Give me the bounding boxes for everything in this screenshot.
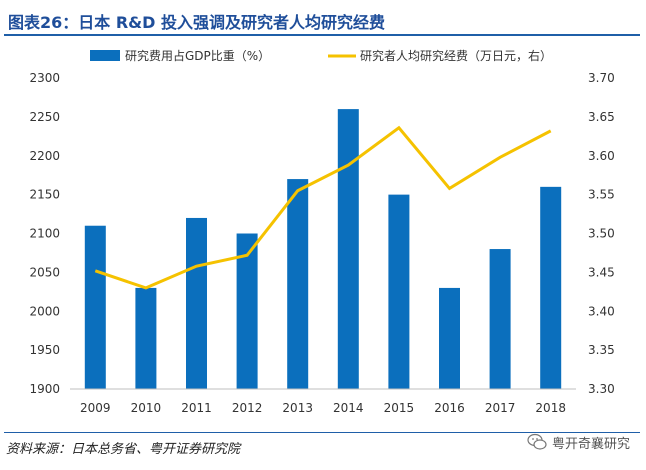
bar-2013 xyxy=(287,179,309,389)
bar-2012 xyxy=(236,233,258,389)
left-axis-tick: 1950 xyxy=(29,343,60,357)
left-axis-tick: 2200 xyxy=(29,149,60,163)
bar-2017 xyxy=(489,249,511,389)
chart: 研究费用占GDP比重（%） 研究者人均研究经费（万日元，右） 1900 1950 200… xyxy=(29,48,615,415)
right-axis-tick: 3.35 xyxy=(588,343,615,357)
x-axis-tick: 2018 xyxy=(535,401,566,415)
left-axis-tick: 2300 xyxy=(29,71,60,85)
legend-bar-label: 研究费用占GDP比重（%） xyxy=(125,48,270,63)
watermark-text: 粤开奇襄研究 xyxy=(551,436,630,452)
bar-2011 xyxy=(186,217,207,389)
watermark: 粤开奇襄研究 xyxy=(527,432,630,452)
right-axis-tick: 3.40 xyxy=(588,304,615,318)
wechat-icon xyxy=(527,433,547,450)
x-axis-tick: 2012 xyxy=(232,401,263,415)
x-axis-tick: 2010 xyxy=(131,401,162,415)
right-axis-tick: 3.60 xyxy=(588,149,615,163)
left-axis-tick: 1900 xyxy=(29,382,60,396)
right-axis-tick: 3.65 xyxy=(588,110,615,124)
x-axis-tick: 2017 xyxy=(485,401,516,415)
left-axis-tick: 2250 xyxy=(29,110,60,124)
bar-2018 xyxy=(540,186,562,389)
right-axis-tick: 3.45 xyxy=(588,265,615,279)
bar-2016 xyxy=(439,287,460,389)
x-axis-tick: 2016 xyxy=(434,401,465,415)
x-axis-tick: 2011 xyxy=(181,401,212,415)
bar-2015 xyxy=(388,194,410,389)
left-axis-tick: 2000 xyxy=(29,304,60,318)
bar-2014 xyxy=(337,109,359,389)
title-bar: 图表26：日本 R&D 投入强调及研究者人均研究经费 xyxy=(4,4,640,36)
left-axis-tick: 2050 xyxy=(29,265,60,279)
right-axis-tick: 3.70 xyxy=(588,71,615,85)
source-divider xyxy=(4,432,640,433)
chart-title: 图表26：日本 R&D 投入强调及研究者人均研究经费 xyxy=(8,13,385,32)
legend-line-label: 研究者人均研究经费（万日元，右） xyxy=(360,48,552,63)
right-axis-tick: 3.30 xyxy=(588,382,615,396)
left-axis-tick: 2100 xyxy=(29,227,60,241)
x-axis-tick: 2014 xyxy=(333,401,364,415)
bar-2010 xyxy=(135,287,157,389)
x-axis-tick: 2015 xyxy=(384,401,415,415)
source-note: 资料来源：日本总务省、粤开证券研究院 xyxy=(6,442,241,457)
x-axis-tick: 2009 xyxy=(80,401,111,415)
left-axis-tick: 2150 xyxy=(29,188,60,202)
right-axis-tick: 3.50 xyxy=(588,227,615,241)
legend-bar-swatch xyxy=(90,50,120,61)
line-series xyxy=(94,125,552,290)
right-axis-tick: 3.55 xyxy=(588,188,615,202)
x-axis-tick: 2013 xyxy=(282,401,313,415)
bar-2009 xyxy=(84,225,106,389)
